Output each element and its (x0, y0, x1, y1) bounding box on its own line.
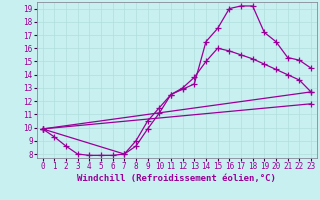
X-axis label: Windchill (Refroidissement éolien,°C): Windchill (Refroidissement éolien,°C) (77, 174, 276, 183)
